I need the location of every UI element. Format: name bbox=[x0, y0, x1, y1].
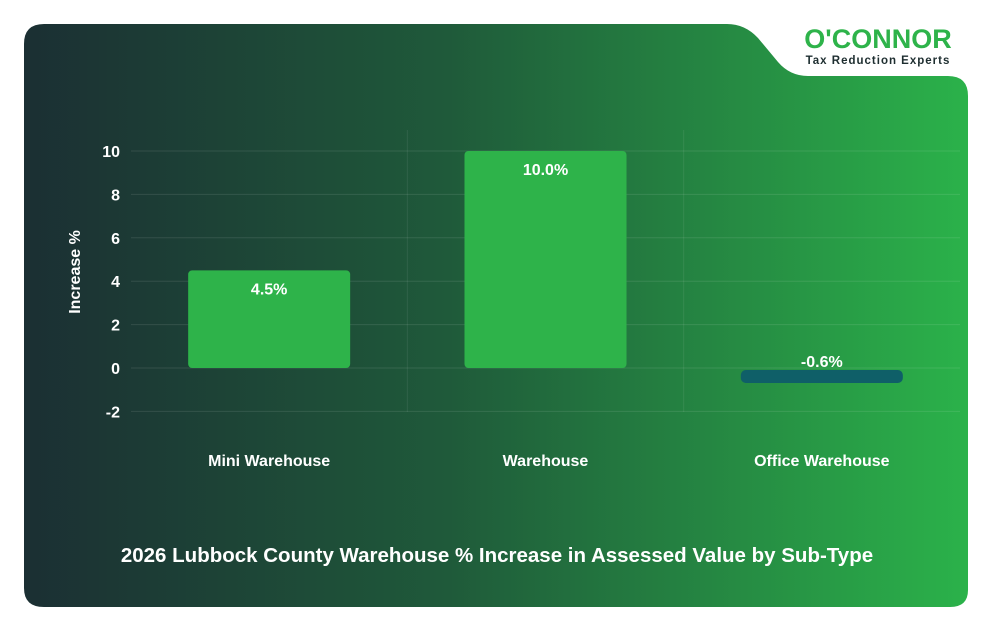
brand-logo: O'CONNOR Tax Reduction Experts bbox=[804, 24, 951, 67]
data-label: -0.6% bbox=[801, 354, 843, 371]
bar bbox=[188, 270, 351, 368]
bars bbox=[188, 151, 903, 384]
y-tick-label: 10 bbox=[102, 144, 120, 161]
bar bbox=[740, 370, 903, 384]
y-tick-label: 8 bbox=[111, 187, 120, 204]
x-tick-label: Warehouse bbox=[503, 453, 589, 470]
y-axis-label: Increase % bbox=[67, 230, 84, 314]
x-tick-label: Mini Warehouse bbox=[208, 453, 330, 470]
data-labels: 4.5% 10.0% -0.6% bbox=[251, 162, 843, 371]
brand-tagline: Tax Reduction Experts bbox=[806, 55, 951, 67]
x-axis-ticks: Mini Warehouse Warehouse Office Warehouse bbox=[208, 453, 890, 470]
y-tick-label: -2 bbox=[106, 404, 120, 421]
data-label: 4.5% bbox=[251, 281, 287, 298]
y-tick-label: 6 bbox=[111, 231, 120, 248]
chart-title: 2026 Lubbock County Warehouse % Increase… bbox=[121, 544, 873, 567]
y-axis-ticks: 10 8 6 4 2 0 -2 bbox=[102, 144, 120, 421]
y-tick-label: 0 bbox=[111, 361, 120, 378]
y-tick-label: 4 bbox=[111, 274, 120, 291]
y-tick-label: 2 bbox=[111, 318, 120, 335]
data-label: 10.0% bbox=[523, 162, 568, 179]
brand-name: O'CONNOR bbox=[804, 24, 951, 54]
bar bbox=[464, 151, 627, 368]
x-tick-label: Office Warehouse bbox=[754, 453, 890, 470]
